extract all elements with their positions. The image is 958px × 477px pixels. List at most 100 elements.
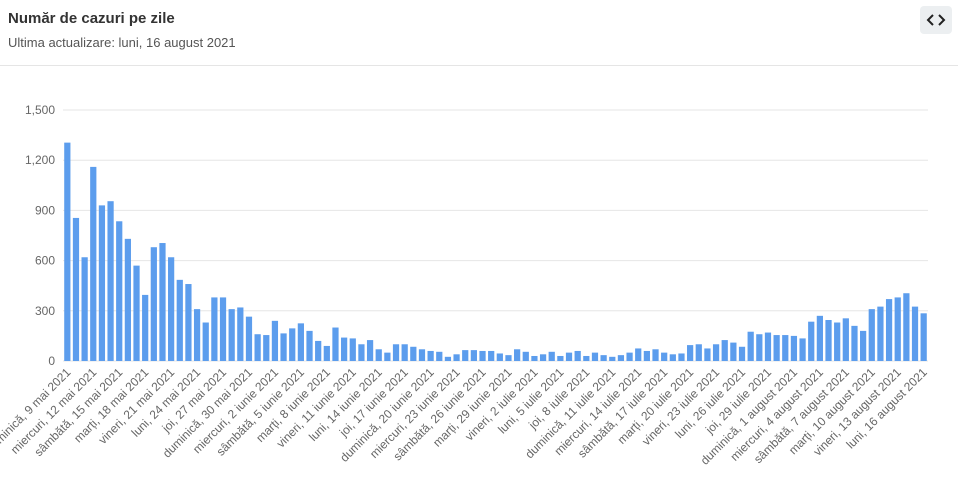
bar: [911, 306, 919, 361]
bar: [150, 247, 157, 361]
y-tick-label: 900: [35, 203, 55, 217]
bar: [168, 257, 175, 361]
bar: [756, 334, 763, 361]
bar: [479, 350, 486, 361]
bar: [557, 355, 564, 361]
bar: [609, 356, 616, 361]
bar: [444, 356, 452, 361]
divider: [0, 65, 958, 66]
bar: [591, 352, 599, 361]
bar: [159, 243, 166, 361]
bar: [237, 307, 244, 361]
bar: [107, 201, 114, 361]
bar: [254, 334, 261, 361]
bar: [868, 309, 875, 361]
bar: [825, 320, 832, 361]
bar: [219, 297, 227, 361]
bar: [565, 352, 573, 361]
bar: [860, 330, 867, 361]
bar: [920, 313, 927, 361]
bar: [332, 327, 339, 361]
bar: [470, 350, 477, 361]
y-tick-label: 1,200: [25, 153, 55, 167]
y-tick-label: 600: [35, 254, 55, 268]
bar: [496, 353, 503, 361]
bar: [124, 238, 131, 361]
bar: [539, 354, 547, 361]
bar: [661, 352, 668, 361]
bar: [202, 322, 209, 361]
bar: [574, 350, 581, 361]
bar: [695, 344, 702, 361]
bar: [704, 348, 711, 361]
bar: [747, 331, 754, 361]
bar: [133, 265, 140, 361]
bar: [116, 221, 123, 361]
bar: [142, 294, 149, 361]
bar: [531, 355, 538, 361]
bar: [366, 340, 374, 361]
bar: [427, 350, 434, 361]
bar: [721, 340, 728, 361]
bar: [488, 350, 495, 361]
bar: [799, 338, 806, 361]
bar: [617, 355, 625, 361]
bar: [583, 355, 590, 361]
bar: [643, 350, 650, 361]
bar: [687, 345, 694, 361]
bar: [280, 333, 287, 361]
chart-title: Număr de cazuri pe zile: [8, 10, 175, 27]
bar: [436, 351, 443, 361]
y-tick-label: 300: [35, 304, 55, 318]
bar: [635, 348, 642, 361]
bar: [211, 297, 218, 361]
bar: [851, 325, 858, 361]
bar: [816, 315, 823, 361]
y-tick-label: 1,500: [25, 103, 55, 117]
bar: [877, 306, 884, 361]
bar: [297, 323, 304, 361]
bar: [678, 353, 685, 361]
bar: [289, 328, 296, 361]
bar: [626, 352, 633, 361]
bar: [263, 335, 270, 361]
bar: [384, 352, 391, 361]
bar: [81, 257, 88, 361]
bar: [375, 349, 382, 361]
bar: [90, 166, 97, 361]
bar: [730, 342, 737, 361]
bar: [392, 344, 400, 361]
bar: [505, 355, 512, 361]
bar: [341, 337, 348, 361]
bar: [462, 350, 469, 361]
bar: [315, 340, 322, 361]
bar: [894, 297, 901, 361]
bar: [72, 217, 80, 361]
bar: [600, 355, 607, 361]
bar: [712, 344, 720, 361]
bar: [358, 344, 365, 361]
bar: [885, 299, 893, 361]
bar: [185, 284, 192, 361]
bar: [98, 205, 106, 361]
bar: [669, 354, 676, 361]
bar: [903, 293, 910, 361]
bar: [842, 318, 849, 361]
embed-button[interactable]: [920, 6, 952, 34]
chart-subtitle: Ultima actualizare: luni, 16 august 2021: [8, 35, 236, 50]
bar: [401, 344, 408, 361]
y-tick-label: 0: [48, 354, 55, 368]
bar: [790, 335, 798, 361]
bar: [228, 309, 235, 361]
bar: [306, 330, 313, 361]
bar: [652, 349, 659, 361]
bar: [176, 279, 183, 361]
bar: [773, 335, 780, 361]
bar: [349, 338, 356, 361]
embed-icon: [926, 14, 946, 26]
bar: [418, 349, 426, 361]
bar: [245, 316, 253, 361]
bar: [522, 351, 529, 361]
